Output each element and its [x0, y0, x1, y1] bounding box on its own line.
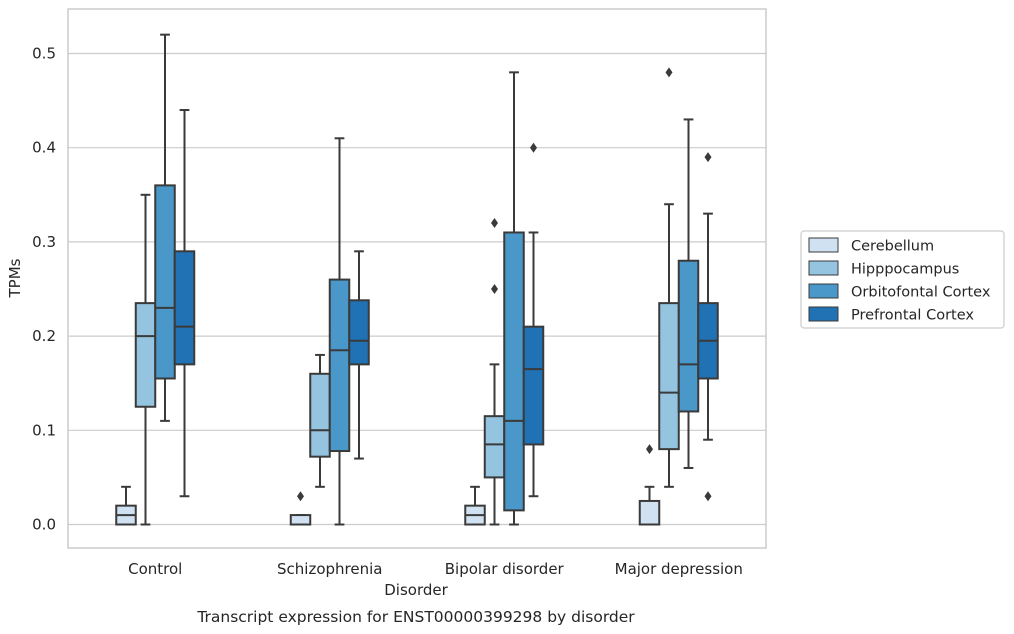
box-group — [638, 444, 661, 526]
outlier-point — [704, 152, 712, 163]
box-group — [289, 491, 312, 526]
outlier-point — [491, 284, 498, 294]
box-group — [134, 193, 157, 526]
box-iqr — [348, 299, 370, 366]
outlier-point — [530, 142, 537, 153]
box-iqr — [328, 278, 351, 453]
y-tick-label: 0.5 — [32, 45, 56, 63]
box-iqr — [154, 184, 176, 380]
box-iqr — [173, 250, 196, 366]
plot-area-frame — [67, 8, 767, 549]
legend-swatch — [808, 283, 839, 299]
x-tick-label: Control — [128, 560, 182, 578]
box-iqr — [289, 514, 312, 526]
legend-frame — [800, 230, 1005, 329]
box-iqr — [483, 415, 506, 479]
box-group — [328, 137, 351, 526]
y-tick-label: 0.0 — [32, 516, 56, 534]
outlier-point — [704, 491, 712, 502]
legend-swatch — [808, 306, 839, 322]
box-group — [173, 109, 196, 498]
legend-label: Orbitofontal Cortex — [851, 285, 991, 301]
y-axis-label: TPMs — [6, 258, 24, 298]
box-group — [677, 118, 700, 469]
legend-swatch — [808, 237, 839, 253]
box-iqr — [677, 259, 700, 413]
box-group — [503, 71, 525, 526]
box-marks — [115, 33, 719, 526]
box-iqr — [503, 231, 525, 512]
box-iqr — [134, 302, 157, 408]
legend-label: Cerebellum — [851, 239, 934, 255]
box-iqr — [658, 302, 680, 451]
box-group — [483, 218, 506, 526]
box-group — [115, 485, 137, 526]
x-axis-ticks: Control Schizophrenia Bipolar disorder Majo… — [128, 560, 743, 578]
box-group — [658, 67, 680, 488]
y-axis-ticks: 0.0 0.1 0.2 0.3 0.4 0.5 — [32, 45, 56, 534]
box-iqr — [638, 499, 661, 526]
box-group — [464, 485, 486, 526]
box-group — [697, 152, 719, 502]
x-tick-label: Bipolar disorder — [445, 560, 565, 578]
x-tick-label: Schizophrenia — [277, 560, 382, 578]
x-tick-label: Major depression — [615, 560, 743, 578]
box-group — [522, 142, 545, 498]
box-group — [309, 353, 331, 488]
y-tick-label: 0.3 — [32, 233, 56, 251]
legend: Cerebellum Hipppocampus Orbitofontal Corte… — [800, 230, 1005, 329]
x-axis-label: Disorder — [384, 581, 448, 599]
outlier-point — [297, 491, 304, 502]
box-group — [348, 250, 370, 460]
outlier-point — [491, 218, 498, 229]
outlier-point — [646, 444, 653, 455]
box-iqr — [309, 372, 331, 458]
legend-swatch — [808, 260, 839, 276]
legend-label: Hipppocampus — [851, 262, 959, 278]
y-tick-label: 0.4 — [32, 139, 56, 157]
chart-caption: Transcript expression for ENST0000039929… — [196, 608, 635, 626]
outlier-point — [665, 67, 673, 78]
legend-label: Prefrontal Cortex — [851, 308, 974, 324]
y-tick-label: 0.2 — [32, 327, 56, 345]
box-group — [154, 33, 176, 422]
y-tick-label: 0.1 — [32, 421, 56, 439]
box-iqr — [522, 325, 545, 446]
